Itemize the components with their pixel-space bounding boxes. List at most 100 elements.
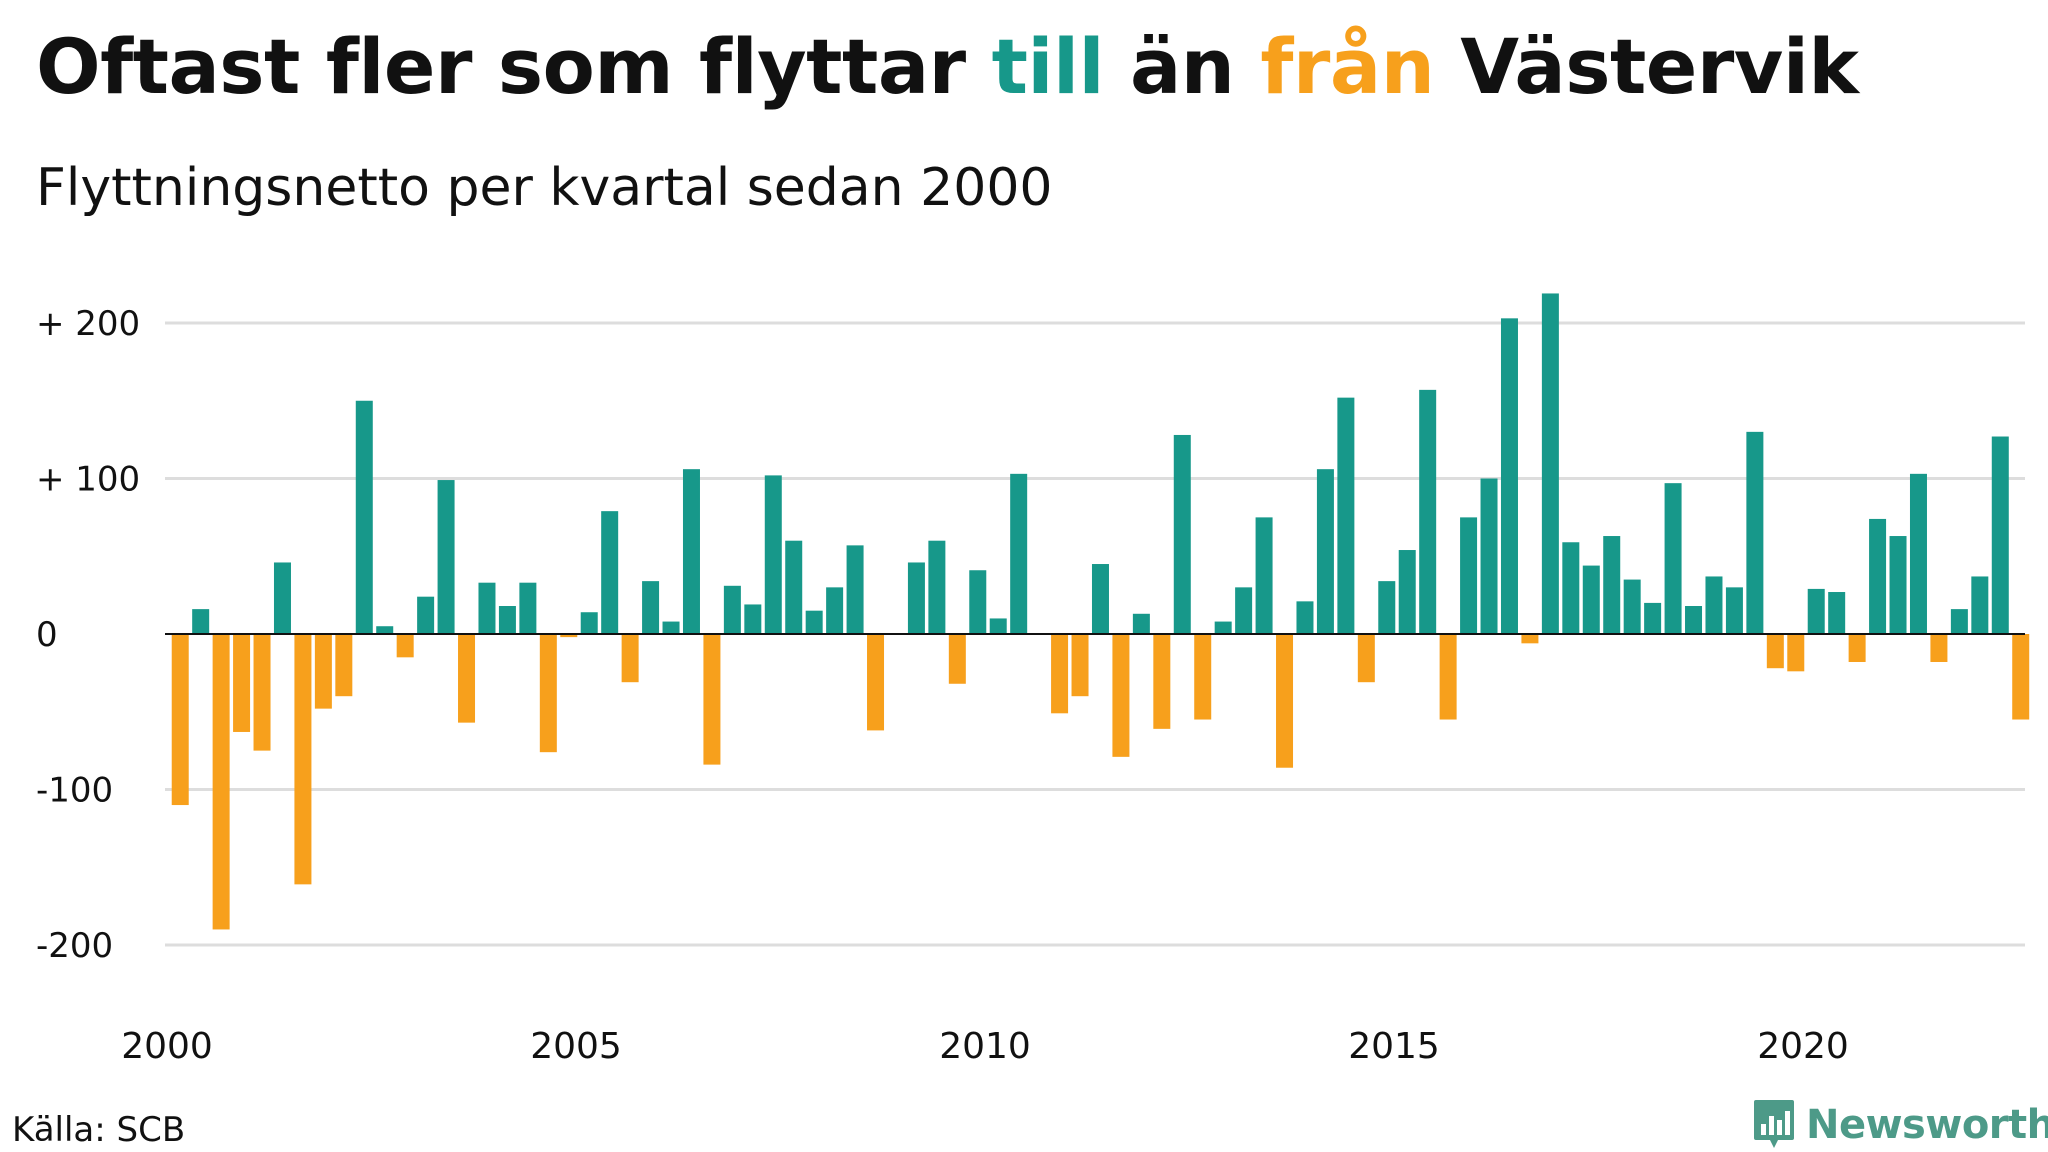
bar [867, 634, 885, 731]
bar [1316, 469, 1334, 634]
y-tick-label: 0 [36, 615, 58, 655]
bar [437, 480, 455, 634]
chart-title: Oftast fler som flyttar till än från Väs… [36, 22, 1859, 111]
bar [642, 581, 660, 634]
bar [1971, 576, 1989, 634]
bar [989, 618, 1007, 634]
bar [1521, 634, 1539, 644]
bar [1746, 431, 1764, 634]
bar [785, 540, 803, 634]
bar [662, 621, 680, 634]
bar [458, 634, 476, 723]
bar [846, 545, 864, 634]
title-part-2: än [1104, 22, 1261, 111]
bar [1991, 436, 2009, 634]
bar [335, 634, 353, 697]
bar [417, 596, 435, 634]
bar [1623, 579, 1641, 634]
bar [2012, 634, 2030, 720]
bar [1725, 587, 1743, 634]
bar [1828, 592, 1846, 634]
bar [376, 626, 394, 634]
bar [1930, 634, 1948, 662]
bar [1787, 634, 1805, 672]
bar [1562, 542, 1580, 634]
bar [805, 610, 823, 634]
y-tick-label: -100 [36, 771, 113, 811]
y-tick-label: -200 [36, 926, 113, 966]
bar [1909, 473, 1927, 634]
bar [519, 582, 537, 634]
bar [1194, 634, 1212, 720]
bar [601, 511, 619, 634]
bar [1582, 565, 1600, 634]
bar [294, 634, 312, 885]
bar [1541, 293, 1559, 634]
bar [396, 634, 414, 658]
title-part-1: Oftast fler som flyttar [36, 22, 992, 111]
y-tick-label: + 200 [36, 304, 140, 344]
bar [314, 634, 332, 709]
bar [1950, 609, 1968, 634]
bar [1214, 621, 1232, 634]
bar [1255, 517, 1273, 634]
bar [703, 634, 721, 765]
bar [1276, 634, 1294, 768]
x-tick-label: 2005 [530, 1026, 622, 1067]
bar [1848, 634, 1866, 662]
bar [744, 604, 762, 634]
bar [192, 609, 210, 634]
bar [1337, 397, 1355, 634]
bar-chart: + 200 + 100 0 -100 -200 2000 2005 2010 2015 2020 [36, 293, 2030, 1067]
x-tick-label: 2020 [1757, 1026, 1849, 1067]
bar [826, 587, 844, 634]
bar [1807, 588, 1825, 634]
bar [1296, 601, 1314, 634]
x-tick-label: 2010 [939, 1026, 1031, 1067]
bar [253, 634, 271, 751]
bar [682, 469, 700, 634]
bar [1439, 634, 1457, 720]
bar [560, 634, 578, 638]
bar [1664, 483, 1682, 634]
bar [1051, 634, 1069, 714]
bar [1071, 634, 1089, 697]
bar [212, 634, 230, 930]
bar [907, 562, 925, 634]
bar [1644, 602, 1662, 634]
bar [1500, 318, 1518, 634]
bar [969, 570, 987, 634]
bar [1480, 478, 1498, 634]
bar [1460, 517, 1478, 634]
bar [1153, 634, 1171, 729]
chart-subtitle: Flyttningsnetto per kvartal sedan 2000 [36, 158, 1053, 218]
x-tick-label: 2015 [1348, 1026, 1440, 1067]
bar [233, 634, 251, 732]
title-till: till [991, 22, 1105, 111]
bar [764, 475, 782, 634]
bar [928, 540, 946, 634]
bar [580, 612, 598, 634]
bar [1398, 550, 1416, 634]
bar [539, 634, 557, 753]
bar [1889, 536, 1907, 634]
bar [1705, 576, 1723, 634]
title-fran: från [1260, 22, 1435, 111]
bar [621, 634, 639, 683]
bar [171, 634, 189, 806]
bar [1766, 634, 1784, 669]
source-note: Källa: SCB [12, 1110, 186, 1150]
brand-name: Newsworthy [1806, 1102, 2048, 1148]
bar [478, 582, 496, 634]
bar [948, 634, 966, 684]
bar [1173, 434, 1191, 634]
bar [1010, 473, 1028, 634]
bar [1378, 581, 1396, 634]
bar [1869, 518, 1887, 634]
bar [273, 562, 291, 634]
bar [723, 585, 741, 634]
bar [1235, 587, 1253, 634]
brand-logo: Newsworthy [1752, 1098, 2048, 1152]
bar [1603, 536, 1621, 634]
bar [1132, 613, 1150, 634]
